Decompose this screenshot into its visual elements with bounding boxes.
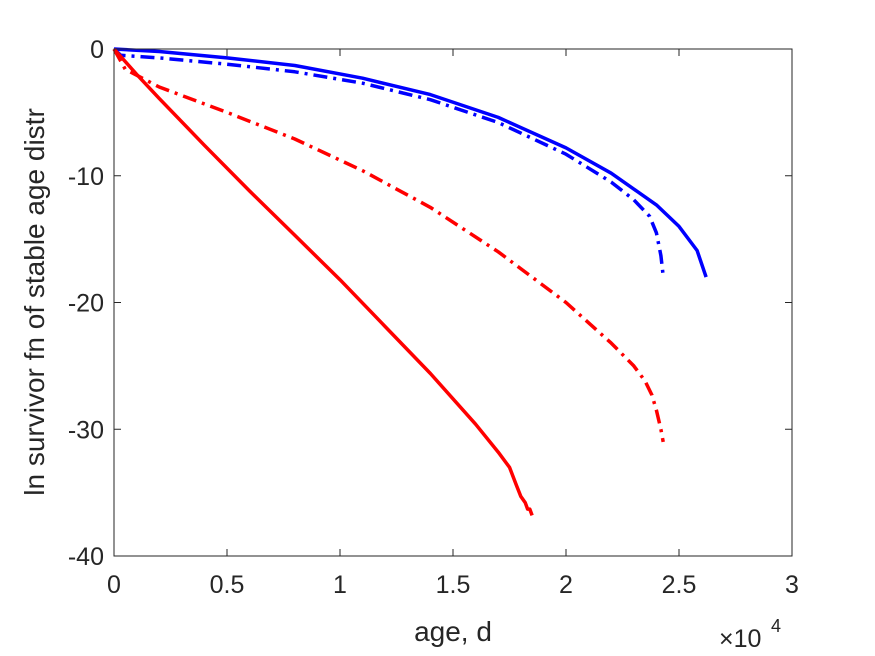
x-multiplier-exponent: 4 — [771, 616, 781, 636]
series-line-3 — [112, 48, 665, 443]
y-tick-label: -40 — [68, 543, 104, 571]
y-tick-label: 0 — [90, 36, 104, 64]
y-tick-label: -10 — [68, 163, 104, 191]
x-axis-label: age, d — [414, 616, 492, 647]
y-tick-label: -30 — [68, 416, 104, 444]
x-tick-label: 2 — [559, 571, 573, 599]
series-line-4 — [112, 47, 534, 517]
x-tick-label: 2.5 — [662, 571, 697, 599]
y-axis-label: ln survivor fn of stable age distr — [19, 108, 50, 496]
x-tick-label: 0 — [107, 571, 121, 599]
x-multiplier: ×10 — [719, 625, 761, 653]
x-tick-label: 3 — [785, 571, 799, 599]
x-tick-label: 1 — [333, 571, 347, 599]
series-layer — [112, 47, 708, 517]
series-line-2 — [112, 47, 665, 277]
series-line-1 — [113, 47, 708, 278]
y-tick-label: -20 — [68, 290, 104, 318]
x-tick-label: 1.5 — [436, 571, 471, 599]
x-tick-label: 0.5 — [210, 571, 245, 599]
plot-background — [114, 49, 792, 556]
axes-layer: 0 0.5 1 1.5 2 2.5 3 0 -10 -20 -30 -40 — [68, 36, 799, 599]
